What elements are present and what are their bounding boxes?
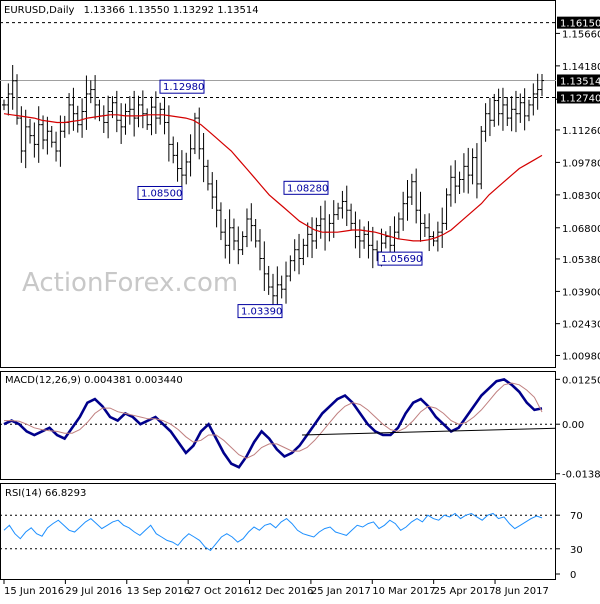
price-axis-label: 1.05380 — [562, 255, 600, 266]
symbol-label: EURUSD,Daily — [4, 5, 75, 16]
annotation-label: 1.05690 — [381, 254, 422, 265]
time-axis-label: 25 Jan 2017 — [311, 586, 371, 597]
price-axis-label: 1.00980 — [562, 351, 600, 362]
price-tag-label: 1.16150 — [560, 19, 600, 30]
price-tag-label: 1.12740 — [560, 93, 600, 104]
time-axis-label: 8 Jun 2017 — [495, 586, 549, 597]
rsi-axis-label: 0 — [570, 570, 576, 581]
macd-lines — [0, 377, 557, 469]
watermark: ActionForex.com — [22, 268, 238, 298]
macd-panel-frame — [0, 371, 556, 480]
rsi-axis: 70 30 0 — [556, 511, 583, 581]
moving-average-line — [3, 113, 543, 242]
moving-average — [3, 113, 543, 242]
rsi-axis-label: 70 — [570, 511, 583, 522]
macd-axis-label: 0.012509 — [562, 375, 600, 386]
annotation-box — [283, 180, 329, 195]
time-axis-label: 25 Apr 2017 — [434, 586, 496, 597]
annotation-box — [377, 251, 423, 266]
time-axis-label: 12 Dec 2016 — [250, 586, 314, 597]
macd-axis-label: 0.00 — [562, 420, 584, 431]
price-tag-box — [557, 91, 600, 104]
time-axis-label: 29 Jul 2016 — [65, 586, 122, 597]
macd-trendline — [302, 427, 557, 436]
time-axis-label: 13 Sep 2016 — [127, 586, 190, 597]
price-tags: 1.16150 1.13514 1.12740 — [557, 16, 600, 104]
rsi-axis-label: 30 — [570, 545, 583, 556]
time-axis-label: 10 Mar 2017 — [372, 586, 435, 597]
annotation-box — [237, 304, 283, 319]
price-axis-label: 1.08300 — [562, 191, 600, 202]
time-axis-label: 15 Jun 2016 — [4, 586, 64, 597]
rsi-line — [0, 512, 556, 552]
macd-axis: 0.012509 0.00 -0.013813 — [556, 375, 600, 481]
price-tag-label: 1.13514 — [560, 76, 600, 87]
annotation-box — [137, 185, 183, 200]
price-annotations: 1.12980 1.08500 1.03390 1.08280 1.05690 — [137, 79, 423, 319]
price-level-lines — [0, 22, 556, 98]
annotation-label: 1.12980 — [163, 82, 204, 93]
macd-axis-label: -0.013813 — [562, 470, 600, 481]
macd-title: MACD(12,26,9) 0.004381 0.003440 — [5, 375, 183, 386]
price-tag-box — [557, 16, 600, 29]
rsi-title: RSI(14) 66.8293 — [5, 488, 86, 499]
price-axis-label: 1.03900 — [562, 287, 600, 298]
price-axis-label: 1.11260 — [562, 126, 600, 137]
price-axis-label: 1.15660 — [562, 29, 600, 40]
annotation-label: 1.03390 — [241, 307, 282, 318]
annotation-box — [159, 79, 205, 94]
price-axis-label: 1.14180 — [562, 62, 600, 73]
price-tag-box — [557, 74, 600, 87]
time-axis-label: 27 Oct 2016 — [188, 586, 250, 597]
price-axis-label: 1.06800 — [562, 224, 600, 235]
annotation-label: 1.08500 — [141, 188, 182, 199]
price-axis-label: 1.02430 — [562, 320, 600, 331]
rsi-line — [3, 512, 543, 552]
price-bars — [2, 64, 544, 315]
price-axis-label: 1.09780 — [562, 158, 600, 169]
macd-signal-line — [4, 382, 543, 459]
ohlc-values: 1.13366 1.13550 1.13292 1.13514 — [84, 5, 259, 16]
price-panel-frame — [0, 0, 556, 368]
rsi-panel-frame — [0, 483, 556, 580]
annotation-label: 1.08280 — [287, 183, 328, 194]
chart-title: EURUSD,Daily 1.13366 1.13550 1.13292 1.1… — [4, 5, 259, 16]
